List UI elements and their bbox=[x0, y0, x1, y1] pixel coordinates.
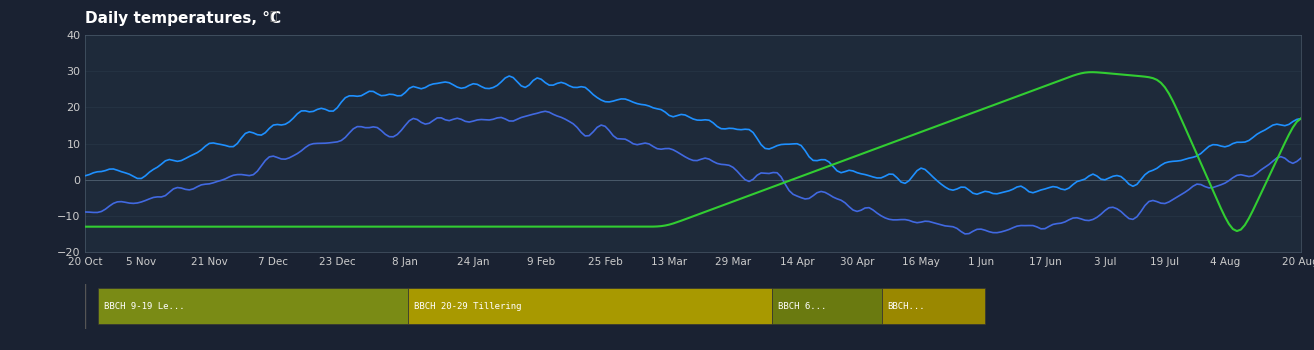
Text: Daily temperatures, °C: Daily temperatures, °C bbox=[85, 10, 281, 26]
FancyBboxPatch shape bbox=[407, 288, 773, 324]
Text: BBCH 9-19 Le...: BBCH 9-19 Le... bbox=[104, 302, 184, 311]
Text: BBCH 20-29 Tillering: BBCH 20-29 Tillering bbox=[414, 302, 522, 311]
FancyBboxPatch shape bbox=[882, 288, 984, 324]
Legend: 2021/2022 Max t°C, Min t°C, Growth Stages, NDVI: 2021/2022 Max t°C, Min t°C, Growth Stage… bbox=[91, 0, 528, 2]
Text: BBCH 6...: BBCH 6... bbox=[778, 302, 827, 311]
FancyBboxPatch shape bbox=[773, 288, 882, 324]
Text: ⓘ: ⓘ bbox=[269, 10, 277, 23]
FancyBboxPatch shape bbox=[97, 288, 407, 324]
Text: BBCH...: BBCH... bbox=[887, 302, 925, 311]
